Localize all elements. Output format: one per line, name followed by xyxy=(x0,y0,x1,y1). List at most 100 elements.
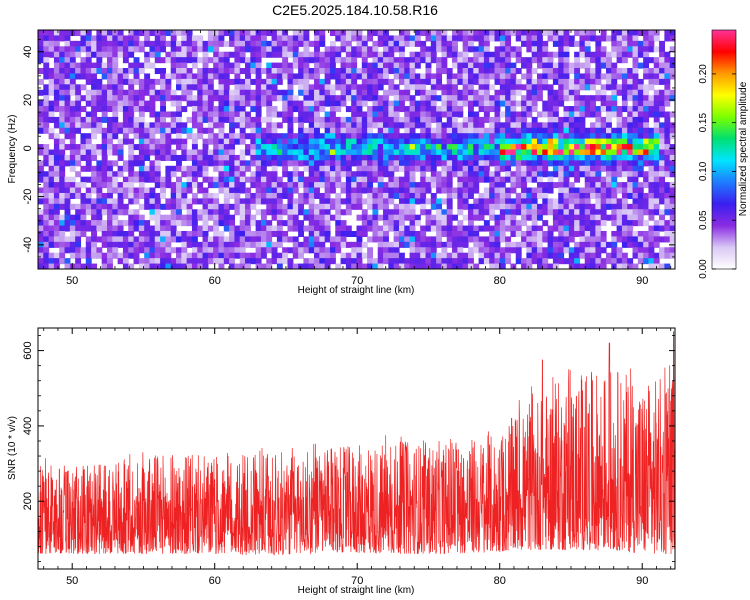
heatmap-cell xyxy=(669,46,675,53)
heatmap-cell xyxy=(75,127,82,134)
heatmap-cell xyxy=(38,263,44,269)
heatmap-cell xyxy=(255,230,262,238)
heatmap-cell xyxy=(526,258,533,265)
heatmap-cell xyxy=(298,160,305,167)
heatmap-cell xyxy=(489,187,496,194)
heatmap-cell xyxy=(531,100,538,107)
heatmap-cell xyxy=(659,176,665,183)
heatmap-cell xyxy=(335,247,342,254)
heatmap-cell xyxy=(361,46,368,53)
heatmap-cell xyxy=(48,171,55,178)
heatmap-cell xyxy=(133,198,140,205)
heatmap-cell xyxy=(314,176,320,183)
heatmap-cell xyxy=(621,116,628,123)
heatmap-cell xyxy=(372,236,379,243)
heatmap-cell xyxy=(38,220,44,227)
heatmap-cell xyxy=(361,230,368,238)
heatmap-cell xyxy=(563,68,570,75)
heatmap-cell xyxy=(48,84,55,91)
heatmap-cell xyxy=(600,258,607,265)
heatmap-cell xyxy=(478,62,485,69)
heatmap-cell xyxy=(250,252,257,259)
heatmap-cell xyxy=(59,138,66,145)
heatmap-cell xyxy=(478,236,485,243)
heatmap-cell xyxy=(462,171,469,178)
heatmap-cell xyxy=(462,165,469,172)
heatmap-cell xyxy=(202,106,209,113)
heatmap-cell xyxy=(351,111,358,118)
heatmap-cell xyxy=(383,106,389,113)
heatmap-cell xyxy=(53,51,60,58)
heatmap-cell xyxy=(144,40,151,47)
heatmap-cell xyxy=(510,187,517,194)
heatmap-cell xyxy=(255,127,262,134)
heatmap-cell xyxy=(202,51,209,58)
heatmap-cell xyxy=(149,122,156,129)
heatmap-cell xyxy=(303,30,310,37)
heatmap-cell xyxy=(637,40,644,47)
heatmap-cell xyxy=(377,100,384,107)
heatmap-cell xyxy=(584,73,591,80)
heatmap-cell xyxy=(69,106,76,113)
heatmap-cell xyxy=(627,230,634,238)
heatmap-cell xyxy=(229,241,236,248)
heatmap-cell xyxy=(436,220,443,227)
heatmap-cell xyxy=(351,127,358,134)
heatmap-cell xyxy=(393,138,400,145)
heatmap-cell xyxy=(552,116,559,123)
heatmap-cell xyxy=(574,225,581,232)
heatmap-cell xyxy=(595,220,602,227)
heatmap-cell xyxy=(414,236,421,243)
heatmap-cell xyxy=(43,46,50,53)
heatmap-cell xyxy=(420,182,427,189)
heatmap-cell xyxy=(515,111,522,118)
heatmap-cell xyxy=(616,187,623,194)
heatmap-cell xyxy=(223,187,230,194)
heatmap-cell xyxy=(250,95,257,102)
heatmap-cell xyxy=(605,127,612,134)
heatmap-cell xyxy=(494,187,501,194)
heatmap-cell xyxy=(64,154,71,161)
heatmap-cell xyxy=(69,165,76,172)
heatmap-cell xyxy=(303,73,310,80)
heatmap-cell xyxy=(107,84,113,91)
heatmap-cell xyxy=(632,144,639,151)
heatmap-cell xyxy=(441,160,448,167)
heatmap-cell xyxy=(154,51,161,58)
heatmap-cell xyxy=(414,51,421,58)
heatmap-cell xyxy=(452,111,458,118)
heatmap-cell xyxy=(48,51,55,58)
heatmap-cell xyxy=(536,247,543,254)
heatmap-cell xyxy=(579,236,586,243)
heatmap-cell xyxy=(64,263,71,269)
heatmap-cell xyxy=(282,209,289,216)
heatmap-cell xyxy=(271,106,278,113)
heatmap-cell xyxy=(112,187,119,194)
heatmap-cell xyxy=(430,263,437,269)
heatmap-cell xyxy=(388,133,395,140)
heatmap-cell xyxy=(154,68,161,75)
heatmap-cell xyxy=(298,40,305,47)
heatmap-cell xyxy=(329,133,336,140)
heatmap-cell xyxy=(547,144,554,151)
heatmap-cell xyxy=(605,138,612,145)
heatmap-cell xyxy=(452,160,458,167)
heatmap-cell xyxy=(128,78,135,85)
heatmap-cell xyxy=(245,165,251,172)
heatmap-cell xyxy=(154,154,161,161)
heatmap-cell xyxy=(388,171,395,178)
heatmap-cell xyxy=(409,176,416,183)
heatmap-cell xyxy=(632,116,639,123)
heatmap-cell xyxy=(478,154,485,161)
heatmap-cell xyxy=(494,192,501,199)
heatmap-cell xyxy=(181,46,188,53)
heatmap-cell xyxy=(181,236,188,243)
heatmap-cell xyxy=(69,187,76,194)
heatmap-cell xyxy=(505,30,512,37)
heatmap-cell xyxy=(112,62,119,69)
heatmap-cell xyxy=(499,133,506,140)
heatmap-cell xyxy=(632,182,639,189)
heatmap-cell xyxy=(276,111,283,118)
heatmap-cell xyxy=(64,89,71,96)
heatmap-cell xyxy=(117,144,124,151)
